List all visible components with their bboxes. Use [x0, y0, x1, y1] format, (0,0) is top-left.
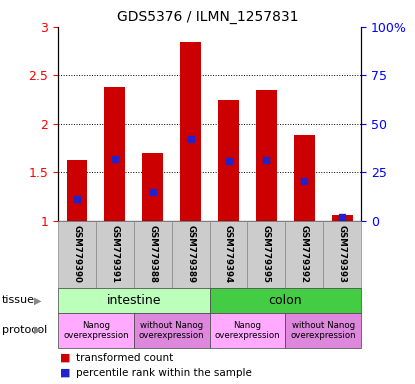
Text: intestine: intestine — [107, 294, 161, 307]
Bar — [256, 90, 277, 221]
Text: GSM779390: GSM779390 — [73, 225, 81, 283]
Bar — [294, 136, 315, 221]
Text: protocol: protocol — [2, 325, 47, 335]
Text: GSM779391: GSM779391 — [110, 225, 120, 283]
Text: GSM779394: GSM779394 — [224, 225, 233, 283]
Text: ▶: ▶ — [34, 295, 41, 306]
Bar — [67, 160, 88, 221]
Text: colon: colon — [269, 294, 302, 307]
Text: without Nanog
overexpression: without Nanog overexpression — [139, 321, 205, 340]
Bar — [105, 87, 125, 221]
Text: Nanog
overexpression: Nanog overexpression — [215, 321, 280, 340]
Text: GSM779393: GSM779393 — [338, 225, 347, 283]
Text: percentile rank within the sample: percentile rank within the sample — [76, 368, 252, 378]
Bar — [332, 215, 352, 221]
Text: transformed count: transformed count — [76, 353, 173, 363]
Text: ■: ■ — [60, 353, 71, 363]
Text: GSM779395: GSM779395 — [262, 225, 271, 283]
Text: tissue: tissue — [2, 295, 35, 306]
Bar — [218, 99, 239, 221]
Text: GSM779392: GSM779392 — [300, 225, 309, 283]
Text: ■: ■ — [60, 368, 71, 378]
Text: ▶: ▶ — [34, 325, 41, 335]
Text: GSM779389: GSM779389 — [186, 225, 195, 283]
Text: Nanog
overexpression: Nanog overexpression — [63, 321, 129, 340]
Text: GSM779388: GSM779388 — [148, 225, 157, 283]
Text: GDS5376 / ILMN_1257831: GDS5376 / ILMN_1257831 — [117, 10, 298, 23]
Text: without Nanog
overexpression: without Nanog overexpression — [290, 321, 356, 340]
Bar — [180, 42, 201, 221]
Bar — [142, 153, 163, 221]
